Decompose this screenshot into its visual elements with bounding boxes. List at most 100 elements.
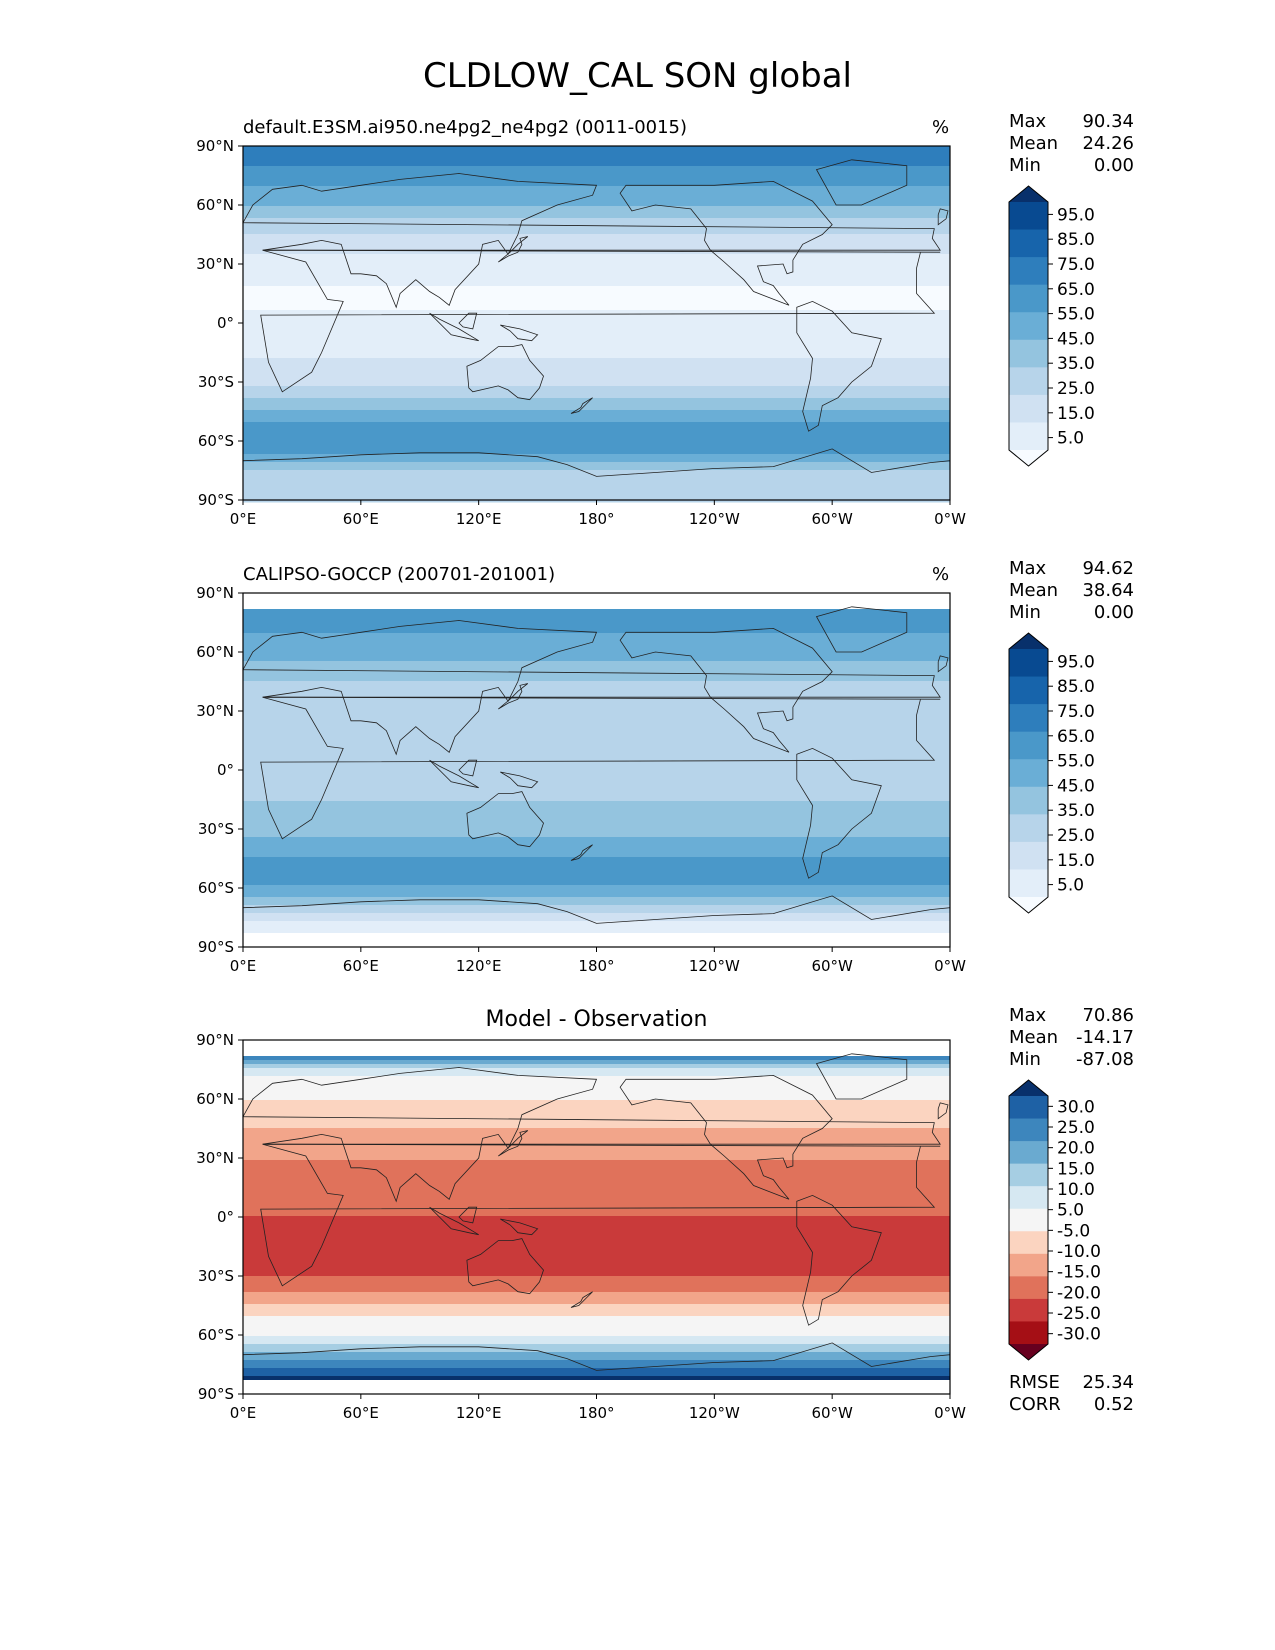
value-band [243,1060,950,1065]
value-band [243,1232,950,1237]
x-tick-label: 120°W [689,957,740,975]
colorbar-label: 5.0 [1057,1201,1084,1221]
value-band [243,430,950,435]
value-band [243,1332,950,1337]
value-band [243,1084,950,1089]
coastline [458,1206,478,1224]
value-band [243,597,950,602]
value-band [243,338,950,343]
coastline [466,344,544,401]
value-band [243,1184,950,1189]
colorbar-segment [1009,202,1048,231]
value-band [243,773,950,778]
colorbar-segment [1009,1276,1048,1300]
y-tick-label: 0° [217,1208,234,1226]
colorbar-label: -10.0 [1057,1242,1101,1262]
value-band [243,214,950,219]
stat-max: Max 94.62 [1009,558,1134,579]
coastline [458,312,478,330]
value-band [243,1356,950,1361]
coastline [796,1194,882,1326]
value-band [243,893,950,898]
value-band [243,210,950,215]
value-band [243,905,950,910]
value-band [243,1248,950,1253]
value-band [243,1352,950,1357]
value-band [243,1136,950,1141]
value-band [243,821,950,826]
value-band [243,793,950,798]
panel-1-units: % [932,117,950,138]
colorbar-label: 25.0 [1057,379,1095,399]
value-band [243,422,950,427]
value-band [243,857,950,862]
value-band [243,669,950,674]
colorbar-extend-max [1009,186,1048,202]
value-band [243,426,950,431]
value-band [243,162,950,167]
value-band [243,250,950,255]
y-tick-label: 30°S [198,1267,234,1285]
stat-max: Max 70.86 [1009,1005,1134,1026]
value-band [243,354,950,359]
value-band [243,673,950,678]
value-band [243,861,950,866]
value-band [243,1048,950,1053]
value-band [243,490,950,495]
value-band [243,749,950,754]
colorbar-segment [1009,676,1048,705]
colorbar-segment [1009,759,1048,788]
value-band [243,813,950,818]
colorbar-extend-max [1009,633,1048,649]
value-band [243,346,950,351]
value-band [243,781,950,786]
value-band [243,1200,950,1205]
value-band [243,390,950,395]
value-band [243,1092,950,1097]
value-band [243,1320,950,1325]
colorbar-label: -5.0 [1057,1221,1090,1241]
stat-mean: Mean 24.26 [1009,133,1134,154]
value-band [243,1140,950,1145]
value-band [243,398,950,403]
value-band [243,1228,950,1233]
coastline [619,180,833,306]
colorbar-label: 95.0 [1057,205,1095,225]
x-tick-label: 60°E [343,1404,379,1422]
coastline [937,1102,949,1120]
value-band [243,1212,950,1217]
colorbar-label: -30.0 [1057,1325,1101,1345]
y-tick-label: 0° [217,314,234,332]
value-band [243,450,950,455]
value-band [243,406,950,411]
value-band [243,1260,950,1265]
stat-min: Min -87.08 [1009,1049,1134,1070]
value-band [243,170,950,175]
value-band [243,753,950,758]
value-band [243,645,950,650]
value-band [243,1068,950,1073]
value-band [243,1104,950,1109]
value-band [243,1360,950,1365]
value-band [243,621,950,626]
colorbar-label: 75.0 [1057,702,1095,722]
value-band [243,833,950,838]
colorbar-extend-min [1009,450,1048,466]
colorbar-segment [1009,367,1048,396]
value-band [243,362,950,367]
y-tick-label: 90°N [196,1031,234,1049]
coastline [796,300,882,432]
value-band [243,1256,950,1261]
value-band [243,382,950,387]
panel-3-stats: Max 70.86 Mean -14.17 Min -87.08 [1009,1005,1134,1071]
value-band [243,1088,950,1093]
value-band [243,442,950,447]
value-band [243,454,950,459]
value-band [243,641,950,646]
coastline [619,627,833,753]
coastline [500,324,539,342]
value-band [243,677,950,682]
value-band [243,1064,950,1069]
value-band [243,789,950,794]
colorbar-label: 15.0 [1057,1159,1095,1179]
